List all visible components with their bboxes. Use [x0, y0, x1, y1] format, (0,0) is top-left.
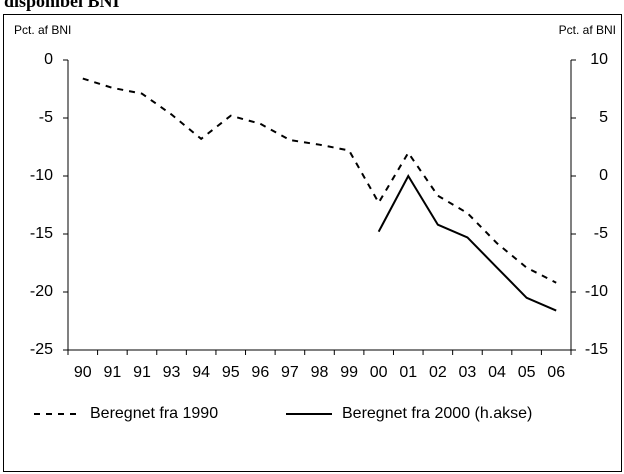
x-tick-label: 04	[488, 364, 506, 381]
y2-tick-label: 0	[599, 167, 608, 184]
y2-tick-label: 5	[599, 109, 608, 126]
x-tick-label: 99	[340, 364, 358, 381]
legend-label: Beregnet fra 2000 (h.akse)	[342, 405, 532, 422]
x-tick-label: 01	[399, 364, 417, 381]
y2-tick-label: -10	[585, 283, 608, 300]
series-line	[82, 77, 557, 284]
x-tick-label: 00	[370, 364, 388, 381]
y-axis-label: Pct. af BNI	[14, 23, 71, 37]
series-line	[377, 173, 557, 312]
x-tick-label: 96	[251, 364, 269, 381]
y-tick-label: -15	[30, 225, 53, 242]
y-tick-label: -20	[30, 283, 53, 300]
legend-label: Beregnet fra 1990	[90, 405, 218, 422]
x-tick-label: 91	[103, 364, 121, 381]
x-tick-label: 95	[222, 364, 240, 381]
y-tick-label: -10	[30, 167, 53, 184]
x-tick-label: 97	[281, 364, 299, 381]
x-tick-label: 93	[163, 364, 181, 381]
x-tick-label: 05	[518, 364, 536, 381]
y2-axis-label: Pct. af BNI	[559, 23, 616, 37]
x-tick-label: 91	[133, 364, 151, 381]
x-tick-label: 06	[547, 364, 565, 381]
x-tick-label: 98	[311, 364, 329, 381]
x-tick-label: 03	[459, 364, 477, 381]
y-tick-label: 0	[44, 51, 53, 68]
chart-frame	[3, 14, 622, 472]
y2-tick-label: -15	[585, 341, 608, 358]
y-tick-label: -25	[30, 341, 53, 358]
y2-tick-label: -5	[594, 225, 608, 242]
chart-title: disponibel BNI	[4, 0, 120, 11]
x-tick-label: 02	[429, 364, 447, 381]
x-tick-label: 94	[192, 364, 210, 381]
x-tick-label: 90	[74, 364, 92, 381]
y-tick-label: -5	[39, 109, 53, 126]
y2-tick-label: 10	[590, 51, 608, 68]
